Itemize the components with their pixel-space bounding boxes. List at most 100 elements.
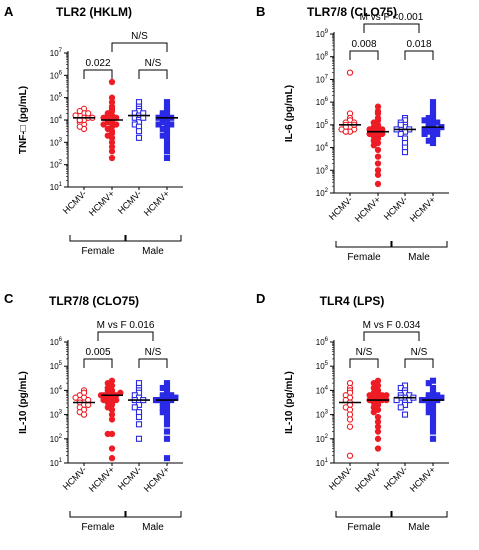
significance-label: N/S [131, 31, 148, 42]
chart-title: TLR7/8 (CLO75) [49, 294, 139, 308]
y-tick-label: 106 [50, 337, 63, 347]
group-bracket [69, 511, 127, 518]
y-tick-label: 104 [50, 115, 63, 125]
y-tick-label: 106 [50, 70, 63, 80]
x-tick-label: HCMV+ [142, 464, 172, 494]
data-point [401, 411, 409, 418]
data-point [163, 411, 171, 418]
data-point [163, 428, 171, 435]
x-tick-label: HCMV+ [408, 464, 438, 494]
data-point [76, 123, 83, 130]
group-label: Female [81, 522, 115, 533]
data-point [135, 413, 143, 421]
data-point [397, 121, 404, 128]
data-point [429, 413, 437, 421]
significance-bracket [349, 50, 379, 60]
data-point [131, 404, 138, 411]
chart-title: TLR4 (LPS) [320, 294, 385, 308]
data-point [374, 435, 382, 442]
y-tick-label: 101 [50, 458, 63, 468]
panel-d: D TLR4 (LPS) IL-10 (pg/mL) 101 102 103 104 105 1… [256, 291, 449, 533]
y-tick-label: 103 [316, 410, 329, 420]
x-tick-label: HCMV- [327, 194, 355, 222]
significance-label: N/S [145, 58, 162, 69]
y-tick-label: 107 [316, 74, 329, 84]
significance-label: N/S [356, 347, 373, 358]
data-point [135, 435, 143, 442]
y-tick-label: 102 [50, 434, 63, 444]
significance-bracket [111, 42, 168, 52]
data-point [397, 404, 404, 411]
x-tick-label: HCMV+ [353, 194, 383, 224]
data-point [108, 78, 116, 86]
data-point [80, 411, 88, 418]
y-tick-label: 109 [316, 29, 329, 39]
data-point [135, 409, 143, 416]
data-point [76, 107, 83, 115]
significance-bracket [83, 69, 113, 79]
y-tick-label: 102 [316, 434, 329, 444]
group-bracket [390, 241, 448, 248]
panel-a: A TLR2 (HKLM) TNF-□ (pg/mL) 101 102 103 104 105… [4, 4, 183, 257]
y-tick-label: 108 [316, 52, 329, 62]
group-label: Female [347, 252, 381, 263]
significance-label: M vs F <0.001 [360, 12, 424, 23]
data-point [163, 416, 171, 423]
group-label: Male [142, 522, 164, 533]
y-tick-label: 105 [50, 361, 63, 371]
data-point [346, 452, 354, 459]
group-bracket [335, 511, 393, 518]
y-tick-label: 103 [316, 165, 329, 175]
panel-letter: D [256, 291, 265, 306]
data-point [346, 69, 354, 76]
x-tick-label: HCMV- [61, 464, 89, 492]
data-point [374, 160, 382, 167]
significance-bracket [404, 358, 434, 368]
y-tick-label: 103 [50, 137, 63, 147]
group-label: Male [142, 246, 164, 257]
data-point [163, 148, 171, 155]
data-point [429, 435, 437, 442]
data-point [429, 139, 437, 147]
group-label: Female [347, 522, 381, 533]
group-bracket [335, 241, 393, 248]
data-point [163, 455, 171, 462]
x-tick-label: HCMV+ [87, 464, 117, 494]
y-axis-label: IL-10 (pg/mL) [284, 371, 295, 434]
data-point [104, 430, 111, 438]
significance-bracket [83, 358, 113, 368]
y-tick-label: 103 [50, 410, 63, 420]
x-tick-label: HCMV- [327, 464, 355, 492]
data-point [72, 394, 79, 401]
data-point [135, 380, 143, 387]
data-point [163, 421, 171, 428]
group-bracket [124, 235, 182, 242]
data-point [155, 121, 162, 128]
significance-label: N/S [411, 347, 428, 358]
data-point [346, 423, 354, 430]
significance-bracket [363, 23, 420, 33]
data-point [429, 423, 437, 430]
y-tick-label: 102 [316, 188, 329, 198]
data-point [434, 119, 441, 126]
significance-label: 0.005 [85, 347, 110, 358]
chart-title: TLR2 (HKLM) [56, 5, 132, 19]
data-point [374, 180, 382, 188]
data-point [421, 117, 428, 124]
data-point [135, 128, 143, 135]
significance-label: N/S [145, 347, 162, 358]
panel-letter: A [4, 4, 14, 19]
data-point [374, 153, 382, 160]
y-tick-label: 101 [50, 182, 63, 192]
data-point [108, 416, 116, 423]
y-tick-label: 105 [50, 93, 63, 103]
data-point [421, 130, 428, 137]
y-tick-label: 106 [316, 97, 329, 107]
group-label: Male [408, 252, 430, 263]
x-tick-label: HCMV+ [87, 188, 117, 218]
y-tick-label: 104 [316, 385, 329, 395]
y-axis-label: TNF-□ (pg/mL) [18, 86, 29, 154]
data-point [370, 409, 377, 416]
data-point [108, 148, 116, 155]
